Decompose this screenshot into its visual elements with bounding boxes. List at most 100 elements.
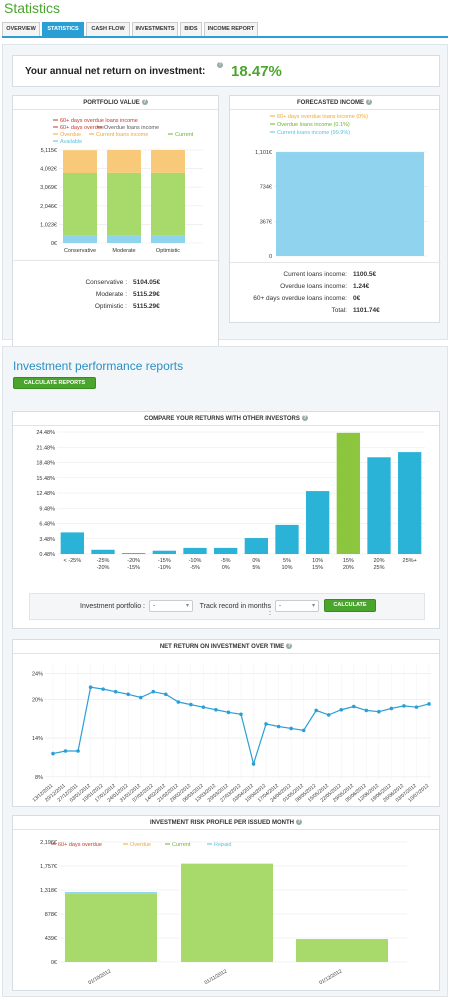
net-return-chart: 8%14%20%24%13/12/201120/12/201127/12/201… [32,664,431,804]
annual-return-label: Your annual net return on investment: [25,66,206,77]
portfolio-bar-overdue [107,150,141,173]
portfolio-filter-label: Investment portfolio : [80,603,145,610]
portfolio-bar-overdue [151,150,185,173]
compare-category-label: -20% [127,558,140,564]
compare-bar [275,524,299,554]
forecasted-income-title: FORECASTED INCOME? [230,96,439,110]
portfolio-value-title: PORTFOLIO VALUE? [13,96,218,110]
forecasted-income-card: FORECASTED INCOME? 60+ days overdue loan… [229,95,441,323]
portfolio-bar-available [63,235,97,243]
compare-bar [367,457,391,554]
net-return-point [402,704,406,708]
info-icon: ? [141,99,148,106]
portfolio-tick-label: 1,023€ [40,222,57,228]
net-tick-label: 14% [32,736,43,742]
portfolio-select[interactable]: - ▾ [149,600,193,612]
compare-bar [91,549,115,554]
net-tick-label: 8% [35,775,43,781]
portfolio-tick-label: 3,069€ [40,185,57,191]
forecast-row-label: Overdue loans income: [280,283,347,290]
forecast-bar-current [276,152,424,256]
tab-cash-flow[interactable]: CASH FLOW [86,22,130,36]
compare-bar [60,532,84,554]
portfolio-bar-available [151,235,185,243]
forecast-row-label: Current loans income: [283,271,347,278]
compare-bar [183,547,207,554]
portfolio-category-label: Moderate [112,248,135,254]
compare-bar [122,553,146,554]
portfolio-legend-label: 60+ days overdue [60,125,104,131]
portfolio-row-label: Conservative : [85,279,127,286]
net-return-point [126,692,130,697]
calculate-reports-button[interactable]: CALCULATE REPORTS [13,377,96,389]
compare-bar [306,491,330,554]
net-return-point [63,749,68,753]
risk-tick-label: 878€ [45,912,57,918]
calculate-button[interactable]: CALCULATE [324,599,376,612]
portfolio-row-value: 5115.29€ [133,303,160,310]
compare-category-label: -10% [158,565,171,571]
compare-filter-bar: Investment portfolio : - ▾ Track record i… [29,593,425,620]
tab-bids[interactable]: BIDS [180,22,202,36]
forecast-row-label: Total: [331,307,347,314]
chevron-down-icon: ▾ [311,603,315,609]
compare-title-text: COMPARE YOUR RETURNS WITH OTHER INVESTOR… [144,416,300,422]
net-return-point [214,707,218,712]
tab-investments[interactable]: INVESTMENTS [132,22,178,36]
forecast-legend-label: Overdue loans income (0.1%) [277,122,350,128]
risk-tick-label: 0€ [51,960,57,966]
info-icon: ? [301,415,308,422]
compare-tick-label: 0.48% [39,552,55,558]
net-return-point [151,689,156,694]
compare-tick-label: 6.48% [39,522,55,528]
divider [13,260,220,261]
track-record-select[interactable]: - ▾ [275,600,319,612]
page-title: Statistics [4,0,61,16]
net-return-point [226,710,231,715]
portfolio-bar-current [107,172,141,236]
forecast-row-value: 1.24€ [353,283,370,290]
portfolio-tick-label: 2,046€ [40,204,57,210]
net-return-point [414,705,419,709]
track-record-filter-label: Track record in months : [199,603,271,617]
risk-profile-card: INVESTMENT RISK PROFILE PER ISSUED MONTH… [12,815,440,991]
compare-category-label: -25% [97,558,110,564]
net-return-point [239,712,243,717]
forecast-tick-label: 734€ [260,185,272,191]
forecast-tick-label: 367€ [260,219,272,225]
tab-overview[interactable]: OVERVIEW [2,22,40,36]
portfolio-tick-label: 5,115€ [41,148,57,154]
forecast-tick-label: 1,101€ [255,150,272,156]
risk-tick-label: 1,757€ [40,864,57,870]
tab-statistics[interactable]: STATISTICS [42,22,84,36]
compare-tick-label: 24.48% [36,430,55,436]
risk-legend-label: Current [172,842,191,848]
risk-tick-label: 439€ [45,936,57,942]
compare-category-label: 10% [281,565,292,571]
net-return-point [377,709,381,714]
compare-card: COMPARE YOUR RETURNS WITH OTHER INVESTOR… [12,411,440,629]
compare-category-label: 25%+ [403,558,417,564]
compare-bar [214,547,238,554]
risk-category-label: 01/11/2012 [204,968,229,986]
portfolio-category-label: Conservative [64,248,96,254]
risk-profile-chart: 60+ days overdue Overdue Current Repaid 0€ 43… [40,840,407,986]
net-return-point [201,705,206,709]
portfolio-row-value: 5115.29€ [133,291,160,298]
net-return-point [76,749,80,753]
chevron-down-icon: ▾ [185,603,189,609]
risk-profile-title: INVESTMENT RISK PROFILE PER ISSUED MONTH… [13,816,439,830]
compare-tick-label: 3.48% [39,537,55,543]
info-icon: ? [217,62,223,69]
compare-category-label: 0% [222,565,230,571]
tab-income-report[interactable]: INCOME REPORT [204,22,258,36]
portfolio-row-label: Moderate : [95,291,127,298]
portfolio-row-label: Optimistic : [94,303,127,310]
portfolio-bar-current [151,172,185,236]
portfolio-tick-label: 0€ [51,241,57,247]
compare-category-label: 10% [312,558,323,564]
risk-category-label: 01/12/2012 [318,968,343,986]
net-return-point [352,704,356,709]
risk-bar-current [181,863,273,962]
portfolio-legend-label: Overdue [60,132,81,138]
